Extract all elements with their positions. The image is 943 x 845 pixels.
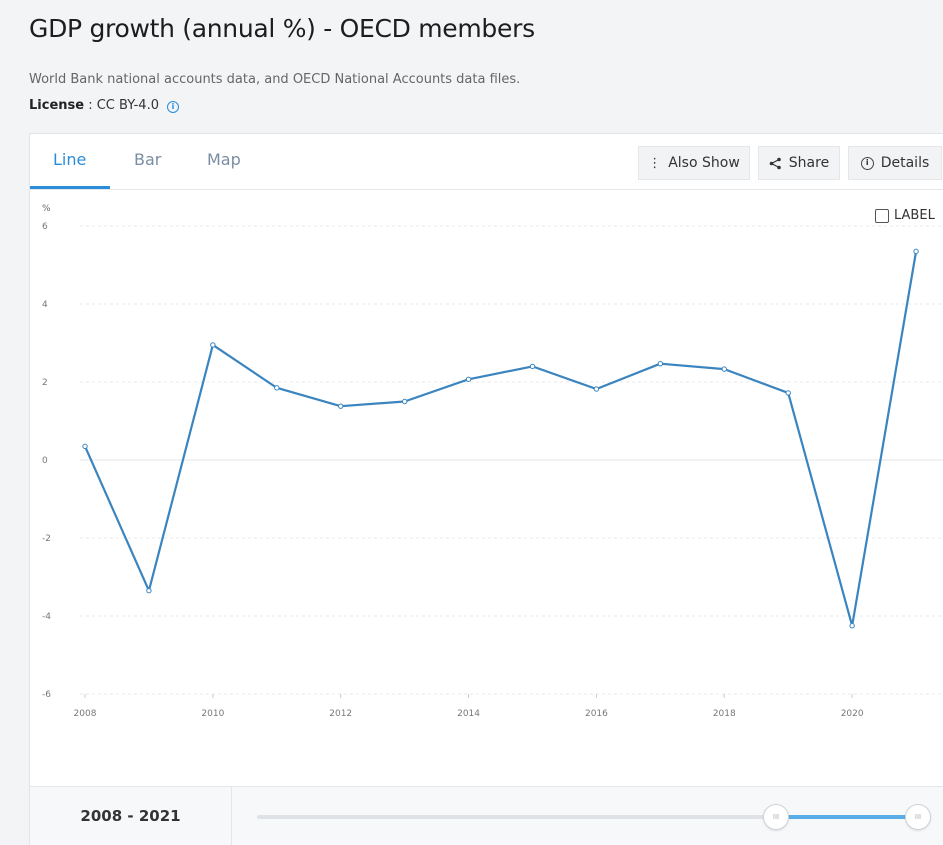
- data-point: [721, 366, 727, 372]
- tab-bar[interactable]: Bar: [134, 150, 162, 169]
- label-toggle[interactable]: LABEL: [875, 208, 935, 223]
- series-line: [83, 251, 918, 627]
- data-point: [657, 360, 664, 367]
- y-tick-label: -4: [42, 612, 51, 622]
- y-tick-label: 4: [42, 300, 48, 310]
- also-show-button[interactable]: ⋮ Also Show: [638, 146, 750, 180]
- range-slider-fill: [775, 815, 917, 819]
- chart-panel: Line Bar Map ⋮ Also Show Share i Details…: [29, 133, 943, 845]
- more-vertical-icon: ⋮: [648, 155, 662, 171]
- range-slider-track[interactable]: [257, 815, 917, 819]
- share-button[interactable]: Share: [758, 146, 840, 180]
- x-tick-label: 2020: [841, 709, 864, 719]
- range-label: 2008 - 2021: [30, 787, 232, 845]
- data-point: [338, 403, 344, 409]
- tab-line[interactable]: Line: [53, 150, 87, 169]
- data-point: [465, 376, 472, 382]
- data-point: [401, 398, 408, 405]
- data-point: [146, 587, 152, 594]
- y-tick-label: -6: [42, 690, 51, 700]
- license-value: : CC BY-4.0: [84, 98, 159, 113]
- also-show-label: Also Show: [668, 155, 740, 171]
- data-point: [849, 623, 855, 629]
- license-line: License : CC BY-4.0 i: [29, 98, 179, 113]
- details-label: Details: [880, 155, 930, 171]
- x-tick-label: 2010: [201, 709, 224, 719]
- data-point: [210, 342, 216, 348]
- range-slider-end-handle[interactable]: III: [905, 804, 931, 830]
- data-point: [785, 390, 791, 396]
- data-point: [82, 443, 88, 450]
- y-tick-label: 6: [42, 222, 48, 232]
- data-point: [529, 363, 536, 370]
- y-axis-label: %: [42, 204, 51, 214]
- active-tab-indicator: [30, 186, 110, 189]
- range-slider-start-handle[interactable]: III: [763, 804, 789, 830]
- data-point: [274, 385, 280, 391]
- y-tick-label: -2: [42, 534, 51, 544]
- x-tick-label: 2016: [585, 709, 608, 719]
- license-label: License: [29, 98, 85, 113]
- share-label: Share: [788, 155, 830, 171]
- details-info-icon: i: [860, 156, 874, 170]
- x-tick-label: 2008: [74, 709, 97, 719]
- info-icon[interactable]: i: [166, 101, 179, 113]
- source-text: World Bank national accounts data, and O…: [29, 72, 521, 87]
- chart-tabs: Line Bar Map ⋮ Also Show Share i Details: [30, 134, 943, 190]
- label-checkbox[interactable]: [875, 208, 889, 223]
- x-tick-label: 2012: [329, 709, 352, 719]
- y-tick-label: 2: [42, 378, 48, 388]
- x-tick-label: 2018: [713, 709, 736, 719]
- y-tick-label: 0: [42, 456, 48, 466]
- range-footer: 2008 - 2021 III III: [30, 786, 943, 845]
- tab-map[interactable]: Map: [207, 150, 241, 169]
- line-chart: % -6 -4 -2 0 2 4 6 2008 2010 2012 2014 2016 2018 2020: [42, 204, 943, 719]
- page-title: GDP growth (annual %) - OECD members: [29, 14, 535, 43]
- share-icon: [769, 157, 782, 170]
- x-tick-label: 2014: [457, 709, 480, 719]
- label-toggle-text: LABEL: [894, 208, 935, 223]
- data-point: [913, 248, 919, 255]
- details-button[interactable]: i Details: [848, 146, 942, 180]
- data-point: [593, 386, 600, 392]
